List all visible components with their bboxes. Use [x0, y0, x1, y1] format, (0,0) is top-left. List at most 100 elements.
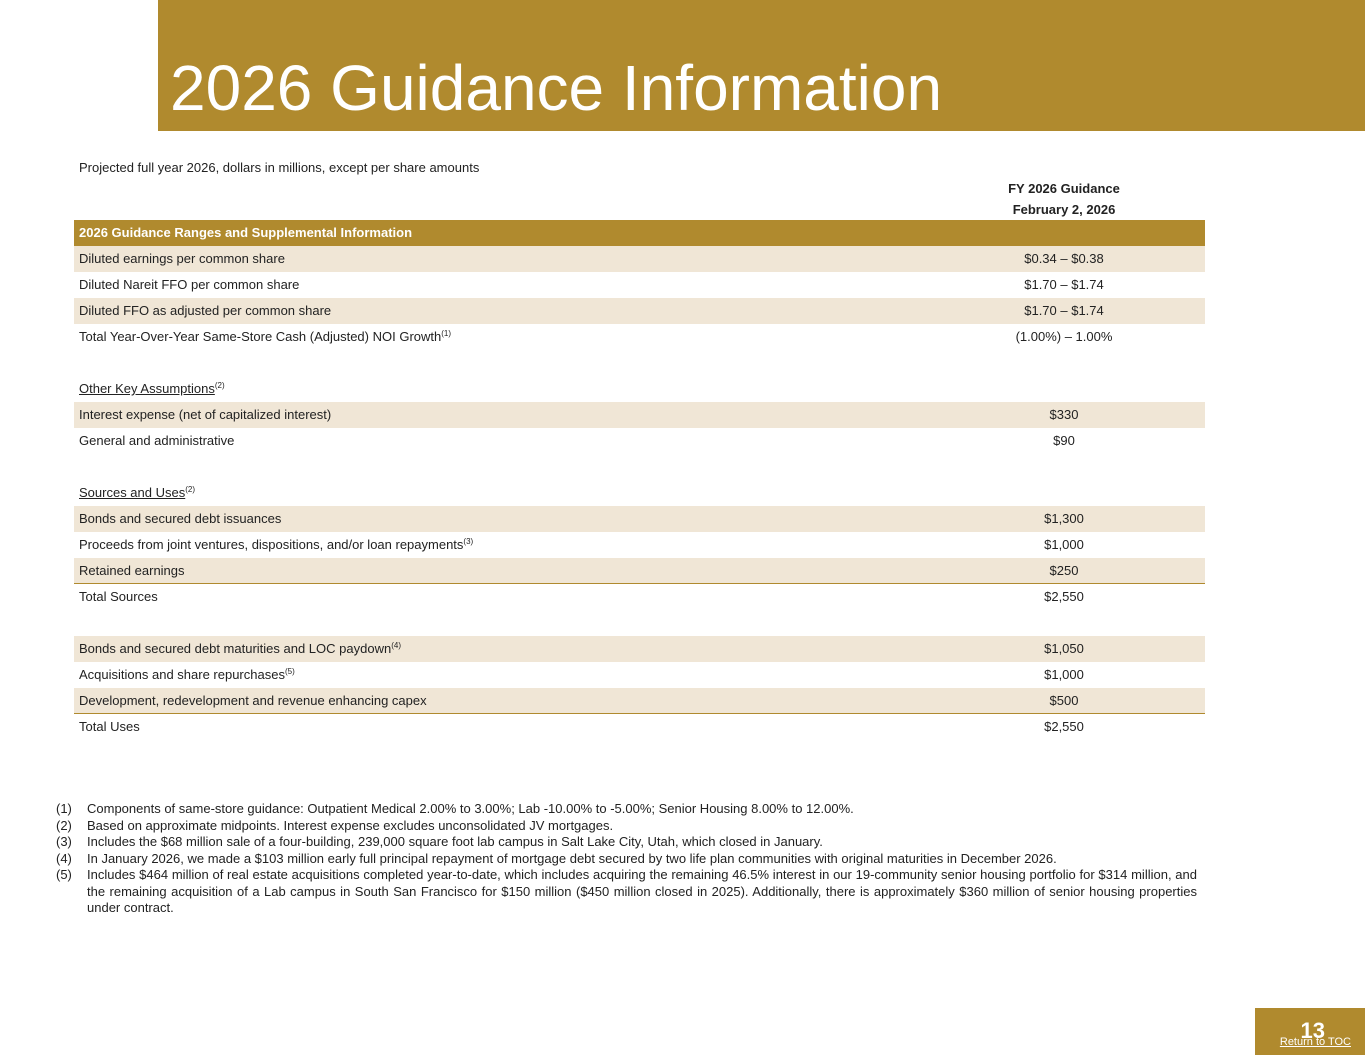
row-label-cell: Development, redevelopment and revenue e… [79, 688, 427, 714]
footnote-text: Components of same-store guidance: Outpa… [87, 801, 854, 816]
footnote-ref: (2) [185, 485, 196, 494]
row-label-cell: Diluted earnings per common share [79, 246, 285, 272]
row-label: Diluted FFO as adjusted per common share [79, 303, 332, 318]
row-value: (1.00%) – 1.00% [1015, 329, 1113, 344]
row-label: Total Sources [79, 589, 158, 604]
footnote-number: (3) [56, 834, 72, 849]
row-label: General and administrative [79, 433, 235, 448]
footnote: (3) Includes the $68 million sale of a fo… [56, 834, 1197, 851]
footnote-ref: (5) [284, 667, 295, 676]
row-label: Sources and Uses [79, 485, 186, 500]
footnote-text: Includes $464 million of real estate acq… [87, 867, 1197, 915]
row-label: Diluted earnings per common share [79, 251, 285, 266]
footnote-ref: (1) [441, 329, 452, 338]
table-row: Other Key Assumptions(2) [74, 376, 1205, 402]
footnote-ref: (4) [391, 641, 401, 650]
row-value: $2,550 [1044, 589, 1084, 604]
footnote-ref: (3) [463, 537, 474, 546]
row-value: $0.34 – $0.38 [1024, 251, 1104, 266]
table-row: Diluted FFO as adjusted per common share… [74, 298, 1205, 324]
row-label-cell: Acquisitions and share repurchases(5) [79, 662, 295, 688]
row-label-cell: Other Key Assumptions(2) [79, 376, 225, 402]
row-value: $250 [1049, 563, 1079, 578]
table-row: Diluted Nareit FFO per common share $1.70… [74, 272, 1205, 298]
row-label-cell: Bonds and secured debt issuances [79, 506, 281, 532]
table-row: Proceeds from joint ventures, dispositio… [74, 532, 1205, 558]
row-label-cell: General and administrative [79, 428, 234, 454]
table-row: Development, redevelopment and revenue e… [74, 688, 1205, 714]
section-header: 2026 Guidance Ranges and Supplemental In… [79, 225, 413, 240]
table-row: Interest expense (net of capitalized int… [74, 402, 1205, 428]
page-title: 2026 Guidance Information [170, 52, 943, 124]
footnotes: (1) Components of same-store guidance: Ou… [56, 801, 1197, 917]
table-row: Bonds and secured debt issuances $1,300 [74, 506, 1205, 532]
row-label-cell: Bonds and secured debt maturities and LO… [79, 636, 401, 662]
row-value: $1,050 [1044, 641, 1084, 656]
row-label: Bonds and secured debt issuances [79, 511, 282, 526]
row-value: $1,300 [1044, 511, 1084, 526]
row-label-cell: Interest expense (net of capitalized int… [79, 402, 331, 428]
table-row: Total Uses $2,550 [74, 714, 1205, 740]
table-row: Sources and Uses(2) [74, 480, 1205, 506]
column-header: FY 2026 Guidance [1008, 181, 1120, 196]
row-label: Interest expense (net of capitalized int… [79, 407, 332, 422]
spacer [74, 350, 1205, 376]
row-label-cell: Sources and Uses(2) [79, 480, 195, 506]
title-band: 2026 Guidance Information [158, 0, 1365, 131]
footnote-ref: (2) [214, 381, 225, 390]
row-label: Diluted Nareit FFO per common share [79, 277, 300, 292]
row-value: $1.70 – $1.74 [1024, 277, 1104, 292]
spacer [74, 610, 1205, 636]
row-label: Total Uses [79, 719, 140, 734]
footnote-number: (2) [56, 817, 72, 833]
row-label-cell: Total Uses [79, 714, 140, 740]
row-label-cell: Total Sources [79, 584, 158, 610]
row-value: $1.70 – $1.74 [1024, 303, 1104, 318]
column-header: February 2, 2026 [1012, 202, 1116, 217]
footnote: (4) In January 2026, we made a $103 milli… [56, 851, 1197, 868]
footnote: (5) Includes $464 million of real estate … [56, 867, 1197, 917]
row-label: Development, redevelopment and revenue e… [79, 693, 427, 708]
guidance-table: 2026 Guidance Ranges and Supplemental In… [74, 220, 1205, 740]
row-value: $500 [1049, 693, 1079, 708]
subtitle: Projected full year 2026, dollars in mil… [79, 160, 480, 175]
table-row: Retained earnings $250 [74, 558, 1205, 584]
row-label: Retained earnings [79, 563, 185, 578]
row-value: $1,000 [1044, 667, 1084, 682]
table-row: Total Sources $2,550 [74, 584, 1205, 610]
spacer [74, 454, 1205, 480]
footnote: (2) Based on approximate midpoints. Inter… [56, 818, 1197, 835]
page-footer: 13 Return to TOC [1255, 1008, 1365, 1055]
row-label: Bonds and secured debt maturities and LO… [79, 641, 392, 656]
table-row: Bonds and secured debt maturities and LO… [74, 636, 1205, 662]
row-value: $1,000 [1044, 537, 1084, 552]
table-row: Diluted earnings per common share $0.34 –… [74, 246, 1205, 272]
row-label: Other Key Assumptions [79, 381, 215, 396]
row-value: $330 [1049, 407, 1079, 422]
row-label-cell: Diluted Nareit FFO per common share [79, 272, 299, 298]
page-number: 13 [1300, 1018, 1325, 1043]
table-row: General and administrative $90 [74, 428, 1205, 454]
return-to-toc-link[interactable]: Return to TOC [1279, 1036, 1351, 1048]
footnote-number: (4) [56, 850, 72, 866]
row-value: $2,550 [1044, 719, 1084, 734]
row-label: Total Year-Over-Year Same-Store Cash (Ad… [79, 329, 442, 344]
table-row: Acquisitions and share repurchases(5) $1,… [74, 662, 1205, 688]
row-label-cell: Retained earnings [79, 558, 185, 584]
row-value: $90 [1053, 433, 1075, 448]
row-label: Proceeds from joint ventures, dispositio… [79, 537, 464, 552]
section-header-row: 2026 Guidance Ranges and Supplemental In… [74, 220, 1205, 246]
row-label-cell: Proceeds from joint ventures, dispositio… [79, 532, 473, 558]
table-row: Total Year-Over-Year Same-Store Cash (Ad… [74, 324, 1205, 350]
row-label-cell: Diluted FFO as adjusted per common share [79, 298, 331, 324]
footnote-text: In January 2026, we made a $103 million … [87, 850, 1057, 866]
footnote-number: (1) [56, 801, 72, 816]
footnote-number: (5) [56, 867, 72, 882]
row-label: Acquisitions and share repurchases [79, 667, 285, 682]
footnote-text: Includes the $68 million sale of a four-… [87, 834, 823, 849]
row-label-cell: Total Year-Over-Year Same-Store Cash (Ad… [79, 324, 451, 350]
footnote-text: Based on approximate midpoints. Interest… [87, 817, 614, 833]
footnote: (1) Components of same-store guidance: Ou… [56, 801, 1197, 818]
